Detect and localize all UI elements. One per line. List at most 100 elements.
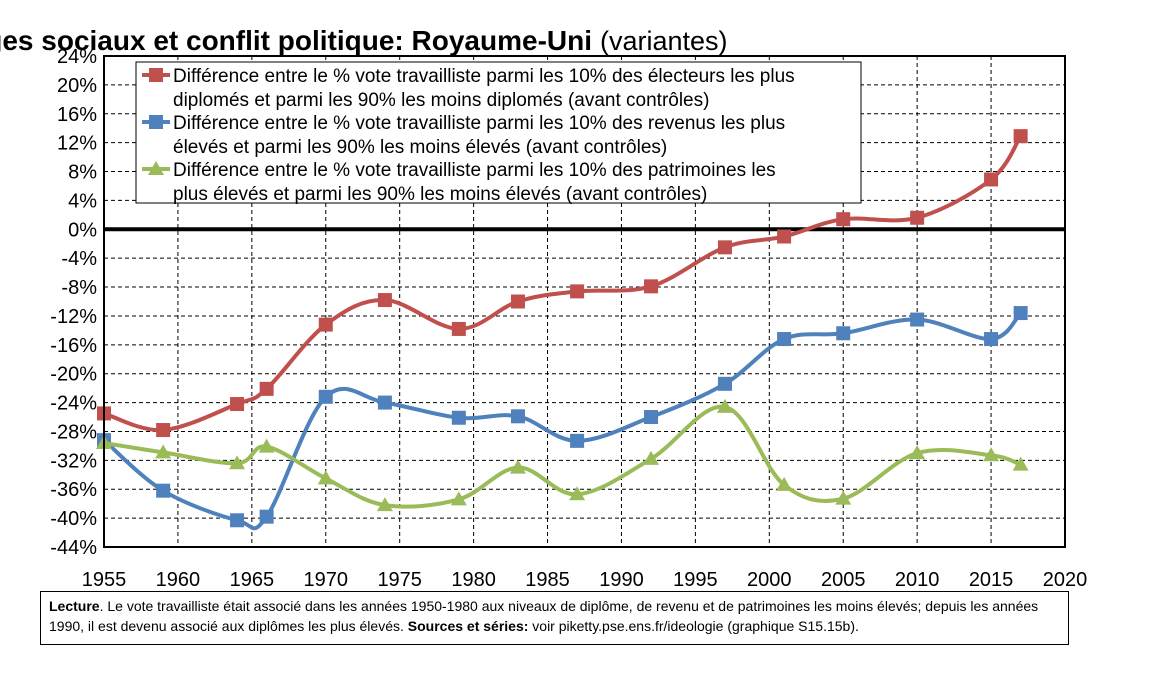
data-point xyxy=(156,483,171,498)
y-tick-label: 16% xyxy=(57,104,97,126)
x-tick-label: 2015 xyxy=(969,569,1014,591)
chart-title: Clivages sociaux et conflit politique: R… xyxy=(0,25,592,56)
series-line xyxy=(102,311,1023,531)
y-tick-label: -8% xyxy=(61,277,97,299)
y-tick-label: -16% xyxy=(50,335,97,357)
y-tick-label: 12% xyxy=(57,133,97,155)
y-tick-label: 4% xyxy=(68,190,97,212)
data-point xyxy=(1013,306,1028,321)
plot-border xyxy=(103,55,1066,548)
legend-entry: diplomés et parmi les 90% les moins dipl… xyxy=(173,90,709,111)
x-tick-label: 1995 xyxy=(673,569,718,591)
legend-box xyxy=(135,61,862,204)
y-tick-label: 0% xyxy=(68,219,97,241)
data-point xyxy=(1013,129,1028,144)
legend-entry: plus élevés et parmi les 90% les moins é… xyxy=(173,184,707,205)
data-point xyxy=(643,450,660,465)
data-point xyxy=(1012,456,1029,471)
data-point xyxy=(644,410,659,425)
data-point xyxy=(644,279,659,294)
lecture-label: Lecture xyxy=(49,598,100,614)
data-point xyxy=(570,284,585,299)
x-tick-label: 1985 xyxy=(525,569,570,591)
data-point xyxy=(836,326,851,341)
data-point xyxy=(509,459,526,474)
reading-note: Lecture. Le vote travailliste était asso… xyxy=(40,591,1069,645)
data-point xyxy=(835,490,852,505)
x-tick-label: 1970 xyxy=(304,569,349,591)
data-point xyxy=(984,172,999,187)
data-point xyxy=(570,433,585,448)
x-axis: 1955 1960 1965 1970 1975 1980 1985 1990 1995 2000… xyxy=(82,569,1088,591)
series-3 xyxy=(96,398,1029,512)
data-point xyxy=(910,312,925,327)
data-point xyxy=(910,210,925,225)
sources-text: voir piketty.pse.ens.fr/ideologie (graph… xyxy=(528,618,859,634)
data-point xyxy=(229,455,246,470)
series-line xyxy=(103,404,1022,509)
sources-label: Sources et séries: xyxy=(407,618,529,634)
y-tick-label: -44% xyxy=(50,537,97,559)
lecture-text: . Le vote travailliste était associé dan… xyxy=(49,598,1039,634)
y-tick-label: 24% xyxy=(57,46,97,68)
x-tick-label: 1965 xyxy=(230,569,275,591)
x-tick-label: 1975 xyxy=(377,569,422,591)
legend-entry: Différence entre le % vote travailliste … xyxy=(173,113,785,134)
data-point xyxy=(318,389,333,404)
y-tick-label: -12% xyxy=(50,306,97,328)
x-tick-label: 1960 xyxy=(156,569,201,591)
x-tick-label: 2010 xyxy=(895,569,940,591)
y-tick-label: 8% xyxy=(68,162,97,184)
data-point xyxy=(258,438,275,453)
data-point xyxy=(716,398,733,413)
y-tick-label: -36% xyxy=(50,479,97,501)
y-tick-label: -20% xyxy=(50,364,97,386)
data-point xyxy=(776,476,793,491)
x-tick-label: 1980 xyxy=(451,569,496,591)
x-tick-label: 2020 xyxy=(1043,569,1088,591)
y-axis: 24% 20% 16% 12% 8% 4% 0% -4% -8% -12% -16% -20% -24%… xyxy=(50,46,97,559)
series-line xyxy=(103,135,1023,433)
series-layer xyxy=(96,129,1029,531)
data-point xyxy=(155,444,172,459)
data-point xyxy=(777,229,792,244)
legend: Différence entre le % vote travailliste … xyxy=(135,61,862,205)
data-point xyxy=(259,509,274,524)
data-point xyxy=(376,497,393,512)
x-tick-label: 2000 xyxy=(747,569,792,591)
legend-entry: élevés et parmi les 90% les moins élevés… xyxy=(173,137,667,158)
data-point xyxy=(318,317,333,332)
data-point xyxy=(230,513,245,528)
y-tick-label: -4% xyxy=(61,248,97,270)
gridlines xyxy=(104,55,1065,548)
x-tick-label: 2005 xyxy=(821,569,866,591)
data-point xyxy=(259,381,274,396)
x-tick-label: 1955 xyxy=(82,569,127,591)
series-1 xyxy=(97,129,1028,438)
data-point xyxy=(450,491,467,506)
y-tick-label: -24% xyxy=(50,393,97,415)
data-point xyxy=(983,447,1000,462)
y-tick-label: -40% xyxy=(50,508,97,530)
legend-entry: Différence entre le % vote travailliste … xyxy=(173,66,795,87)
x-tick-label: 1990 xyxy=(599,569,644,591)
data-point xyxy=(510,294,525,309)
data-point xyxy=(777,332,792,347)
data-point xyxy=(451,321,466,336)
series-2 xyxy=(97,306,1028,531)
data-point xyxy=(984,332,999,347)
data-point xyxy=(836,212,851,227)
data-point xyxy=(451,410,466,425)
chart-subtitle: (variantes) xyxy=(600,26,728,56)
legend-entry: Différence entre le % vote travailliste … xyxy=(173,160,776,181)
data-point xyxy=(156,423,171,438)
legend-swatch-marker xyxy=(149,68,163,82)
y-tick-label: 20% xyxy=(57,75,97,97)
data-point xyxy=(510,409,525,424)
data-point xyxy=(909,445,926,460)
legend-swatch-marker xyxy=(149,115,163,129)
data-point xyxy=(569,486,586,501)
data-point xyxy=(717,376,732,391)
data-point xyxy=(377,293,392,308)
